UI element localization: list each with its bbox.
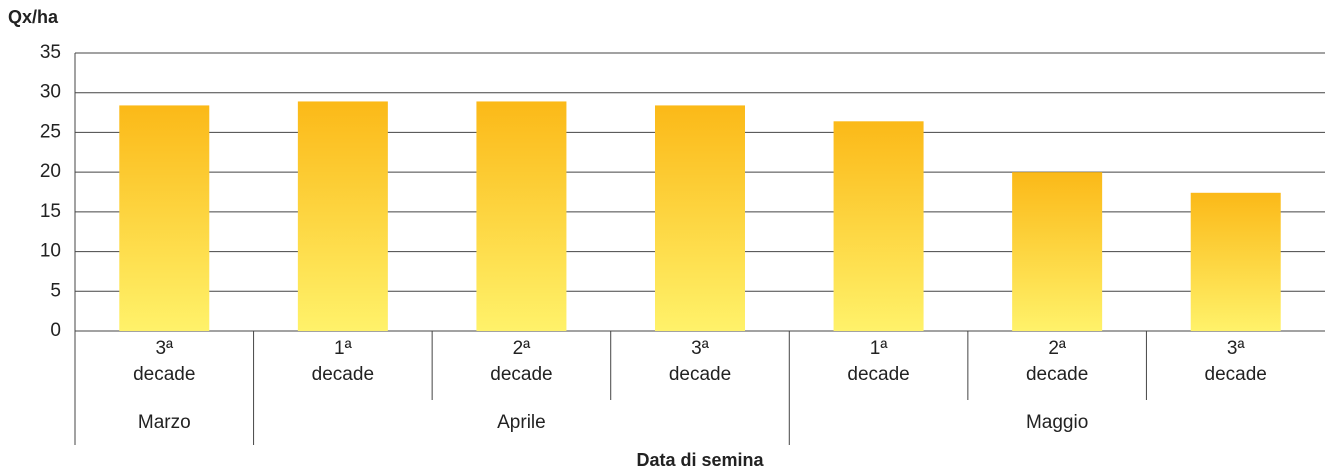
y-tick-label: 15 xyxy=(40,201,61,222)
y-tick-label: 5 xyxy=(50,280,61,301)
x-tick-label-box: 2ª decade xyxy=(1025,338,1089,385)
y-tick-label: 25 xyxy=(40,121,61,142)
x-tick-label-box: 3ª decade xyxy=(668,338,732,385)
x-tick-label: 2ª decade xyxy=(1025,338,1089,385)
x-tick-label-box: 1ª decade xyxy=(847,338,910,385)
bar xyxy=(1012,172,1103,331)
x-tick-label: 3ª decade xyxy=(668,338,732,385)
y-axis-title: Qx/ha xyxy=(8,7,59,27)
y-tick-label: 0 xyxy=(50,320,61,341)
bar xyxy=(655,105,745,332)
x-tick-label-box: 3ª decade xyxy=(133,338,196,385)
bar xyxy=(833,121,924,332)
bar xyxy=(297,101,388,331)
bar xyxy=(476,101,567,331)
x-tick-label: 3ª decade xyxy=(133,338,196,385)
x-tick-label: 2ª decade xyxy=(490,338,553,385)
x-tick-label: 1ª decade xyxy=(847,338,910,385)
y-tick-label: 30 xyxy=(40,82,61,103)
y-tick-label: 20 xyxy=(40,161,61,182)
y-tick-label: 35 xyxy=(40,42,61,63)
group-label: Aprile xyxy=(497,412,546,433)
bar xyxy=(119,105,210,332)
x-tick-label-box: 3ª decade xyxy=(1204,338,1267,385)
x-tick-label-box: 2ª decade xyxy=(490,338,553,385)
group-label: Maggio xyxy=(1026,412,1088,433)
bar xyxy=(1190,192,1281,331)
x-tick-label: 3ª decade xyxy=(1204,338,1267,385)
x-axis-title: Data di semina xyxy=(636,450,764,470)
x-tick-label-box: 1ª decade xyxy=(311,338,375,385)
x-tick-label: 1ª decade xyxy=(311,338,375,385)
group-label: Marzo xyxy=(138,412,191,433)
y-tick-label: 10 xyxy=(40,241,61,262)
